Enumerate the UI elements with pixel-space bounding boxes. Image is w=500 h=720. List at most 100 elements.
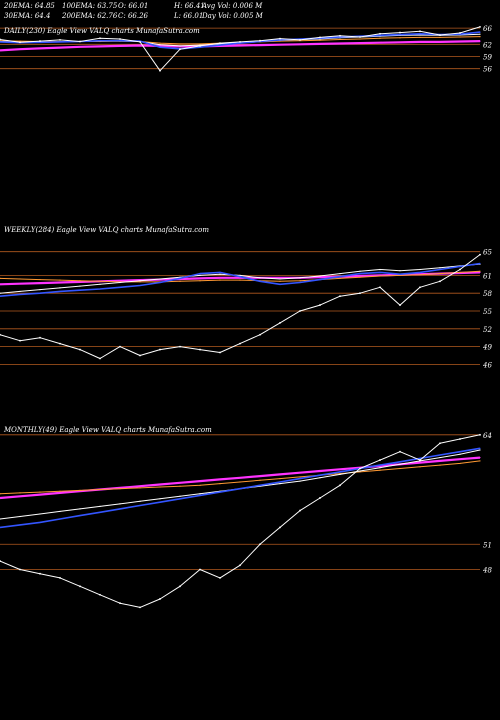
data-point: [479, 253, 481, 256]
data-point: [319, 36, 321, 39]
data-point: [79, 289, 81, 291]
data-point: [479, 460, 481, 462]
data-point: [419, 457, 421, 459]
data-point: [99, 45, 101, 47]
data-point: [19, 40, 21, 42]
data-point: [459, 265, 461, 268]
data-point: [199, 494, 201, 497]
data-point: [479, 33, 481, 35]
data-point: [19, 283, 21, 285]
data-point: [139, 606, 141, 609]
data-point: [39, 521, 41, 523]
data-point: [159, 348, 161, 351]
data-point: [259, 475, 261, 477]
data-point: [379, 464, 381, 466]
data-point: [259, 543, 261, 546]
data-point: [419, 34, 421, 36]
data-point: [459, 271, 461, 274]
data-point: [159, 69, 161, 72]
chart-panel-2: 65 61 58 55 52 49 46 WEEKLY(284) Eagle View VAL…: [0, 226, 492, 369]
data-point: [39, 493, 41, 496]
data-point: [459, 438, 461, 440]
data-point: [179, 345, 181, 348]
panel-title: WEEKLY(284) Eagle View VALQ charts Munaf…: [4, 226, 209, 234]
data-point: [0, 333, 1, 336]
data-point: [279, 278, 281, 280]
data-point: [459, 462, 461, 465]
data-point: [39, 41, 41, 43]
data-point: [59, 290, 61, 293]
data-point: [439, 454, 441, 456]
data-point: [419, 41, 421, 43]
y-tick-label: 64: [483, 432, 492, 440]
data-point: [119, 602, 121, 605]
data-point: [299, 43, 301, 45]
data-point: [299, 478, 301, 480]
data-point: [119, 38, 121, 40]
data-point: [159, 46, 161, 48]
data-point: [59, 577, 61, 579]
data-point: [479, 36, 481, 38]
data-point: [179, 585, 181, 588]
data-point: [179, 482, 181, 484]
data-point: [359, 292, 361, 295]
ema20-label: 20EMA: 64.85: [3, 2, 55, 10]
data-point: [39, 336, 41, 339]
data-point: [139, 485, 141, 487]
data-point: [219, 577, 221, 579]
y-tick-label: 56: [483, 66, 492, 74]
data-point: [0, 277, 1, 279]
data-point: [199, 348, 201, 351]
data-point: [319, 39, 321, 41]
data-point: [459, 40, 461, 43]
data-point: [19, 524, 21, 526]
data-point: [159, 483, 161, 486]
data-point: [439, 456, 441, 459]
data-point: [239, 42, 241, 44]
data-point: [359, 276, 361, 278]
data-point: [39, 292, 41, 294]
data-point: [59, 279, 61, 281]
data-point: [399, 273, 401, 275]
data-point: [159, 598, 161, 600]
data-point: [319, 275, 321, 277]
data-point: [359, 270, 361, 272]
data-point: [479, 447, 481, 449]
data-point: [239, 564, 241, 567]
data-point: [19, 48, 21, 50]
data-point: [39, 47, 41, 49]
ema200-label: 200EMA: 62.76: [61, 12, 118, 20]
data-point: [159, 501, 161, 503]
data-point: [379, 286, 381, 289]
data-point: [419, 466, 421, 468]
high-label: H: 66.41: [173, 2, 205, 10]
data-point: [119, 286, 121, 288]
data-point: [339, 471, 341, 473]
data-point: [279, 283, 281, 285]
y-tick-label: 46: [482, 361, 492, 369]
data-point: [299, 38, 301, 41]
data-point: [419, 274, 421, 276]
y-tick-label: 59: [483, 54, 492, 62]
data-point: [79, 585, 81, 588]
data-point: [139, 281, 141, 283]
data-point: [139, 504, 141, 507]
data-point: [39, 278, 41, 281]
data-point: [379, 275, 381, 277]
data-point: [459, 36, 461, 38]
data-point: [319, 477, 321, 479]
data-point: [339, 468, 341, 470]
data-point: [399, 33, 401, 36]
data-point: [0, 41, 1, 43]
data-point: [279, 44, 281, 46]
data-point: [439, 41, 441, 43]
data-point: [79, 489, 81, 491]
data-point: [79, 281, 81, 283]
data-point: [0, 38, 1, 41]
data-point: [119, 40, 121, 42]
data-point: [79, 508, 81, 510]
data-point: [419, 459, 421, 461]
data-point: [339, 295, 341, 298]
data-point: [459, 33, 461, 35]
chart-panel-1: 66 62 59 56 DAILY(230) Eagle View VALQ chart…: [0, 25, 492, 74]
